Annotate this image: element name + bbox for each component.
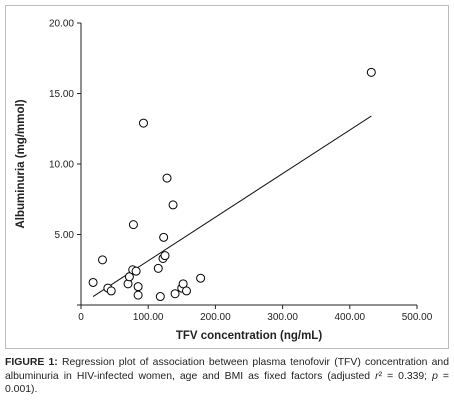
data-point bbox=[88, 277, 98, 287]
data-point bbox=[366, 67, 376, 77]
data-point bbox=[133, 290, 143, 300]
y-tick-label: 15.00 bbox=[49, 89, 74, 100]
x-tick-label: 400.00 bbox=[335, 312, 366, 323]
x-tick-label: 300.00 bbox=[267, 312, 298, 323]
data-point bbox=[124, 272, 134, 282]
x-tick-label: 100.00 bbox=[133, 312, 164, 323]
x-tick-label: 500.00 bbox=[402, 312, 433, 323]
y-tick-label: 10.00 bbox=[49, 160, 74, 171]
caption-label: FIGURE 1: bbox=[5, 357, 58, 368]
scatter-chart: 0 100.00 200.00 300.00 400.00 500.00 5.00 10.0… bbox=[15, 19, 433, 343]
data-points bbox=[88, 67, 376, 302]
y-tick-label: 20.00 bbox=[49, 19, 74, 30]
data-point bbox=[138, 118, 148, 128]
x-tick-label: 0 bbox=[78, 312, 84, 323]
figure-caption: FIGURE 1: Regression plot of association… bbox=[5, 356, 449, 397]
chart-frame: 0 100.00 200.00 300.00 400.00 500.00 5.00 10.0… bbox=[5, 5, 449, 349]
data-point bbox=[159, 232, 169, 242]
caption-text: Regression plot of association between p… bbox=[5, 357, 449, 382]
y-axis-title: Albuminuria (mg/mmol) bbox=[15, 99, 27, 228]
data-point bbox=[133, 282, 143, 292]
regression-line bbox=[92, 115, 372, 297]
y-axis-ticks: 5.00 10.00 15.00 20.00 bbox=[49, 19, 81, 306]
x-tick-label: 200.00 bbox=[200, 312, 231, 323]
data-point bbox=[168, 200, 178, 210]
data-point bbox=[153, 263, 163, 273]
data-point bbox=[155, 292, 165, 302]
caption-p-symbol: p bbox=[432, 370, 438, 382]
x-axis-ticks: 0 100.00 200.00 300.00 400.00 500.00 bbox=[78, 305, 433, 323]
data-point bbox=[98, 255, 108, 265]
y-tick-label: 5.00 bbox=[55, 230, 75, 241]
data-point bbox=[160, 251, 170, 261]
axes bbox=[80, 23, 417, 306]
data-point bbox=[106, 286, 116, 296]
caption-r-symbol: r bbox=[375, 370, 379, 382]
caption-text-end: = 0.001). bbox=[5, 370, 449, 396]
data-point bbox=[131, 266, 141, 276]
x-axis-title: TFV concentration (ng/mL) bbox=[176, 330, 322, 342]
data-point bbox=[182, 286, 192, 296]
data-point bbox=[196, 273, 206, 283]
caption-text-2: ² = 0.339; bbox=[378, 370, 433, 382]
data-point bbox=[178, 279, 188, 289]
data-point bbox=[162, 173, 172, 183]
data-point bbox=[170, 289, 180, 299]
data-point bbox=[128, 220, 138, 230]
